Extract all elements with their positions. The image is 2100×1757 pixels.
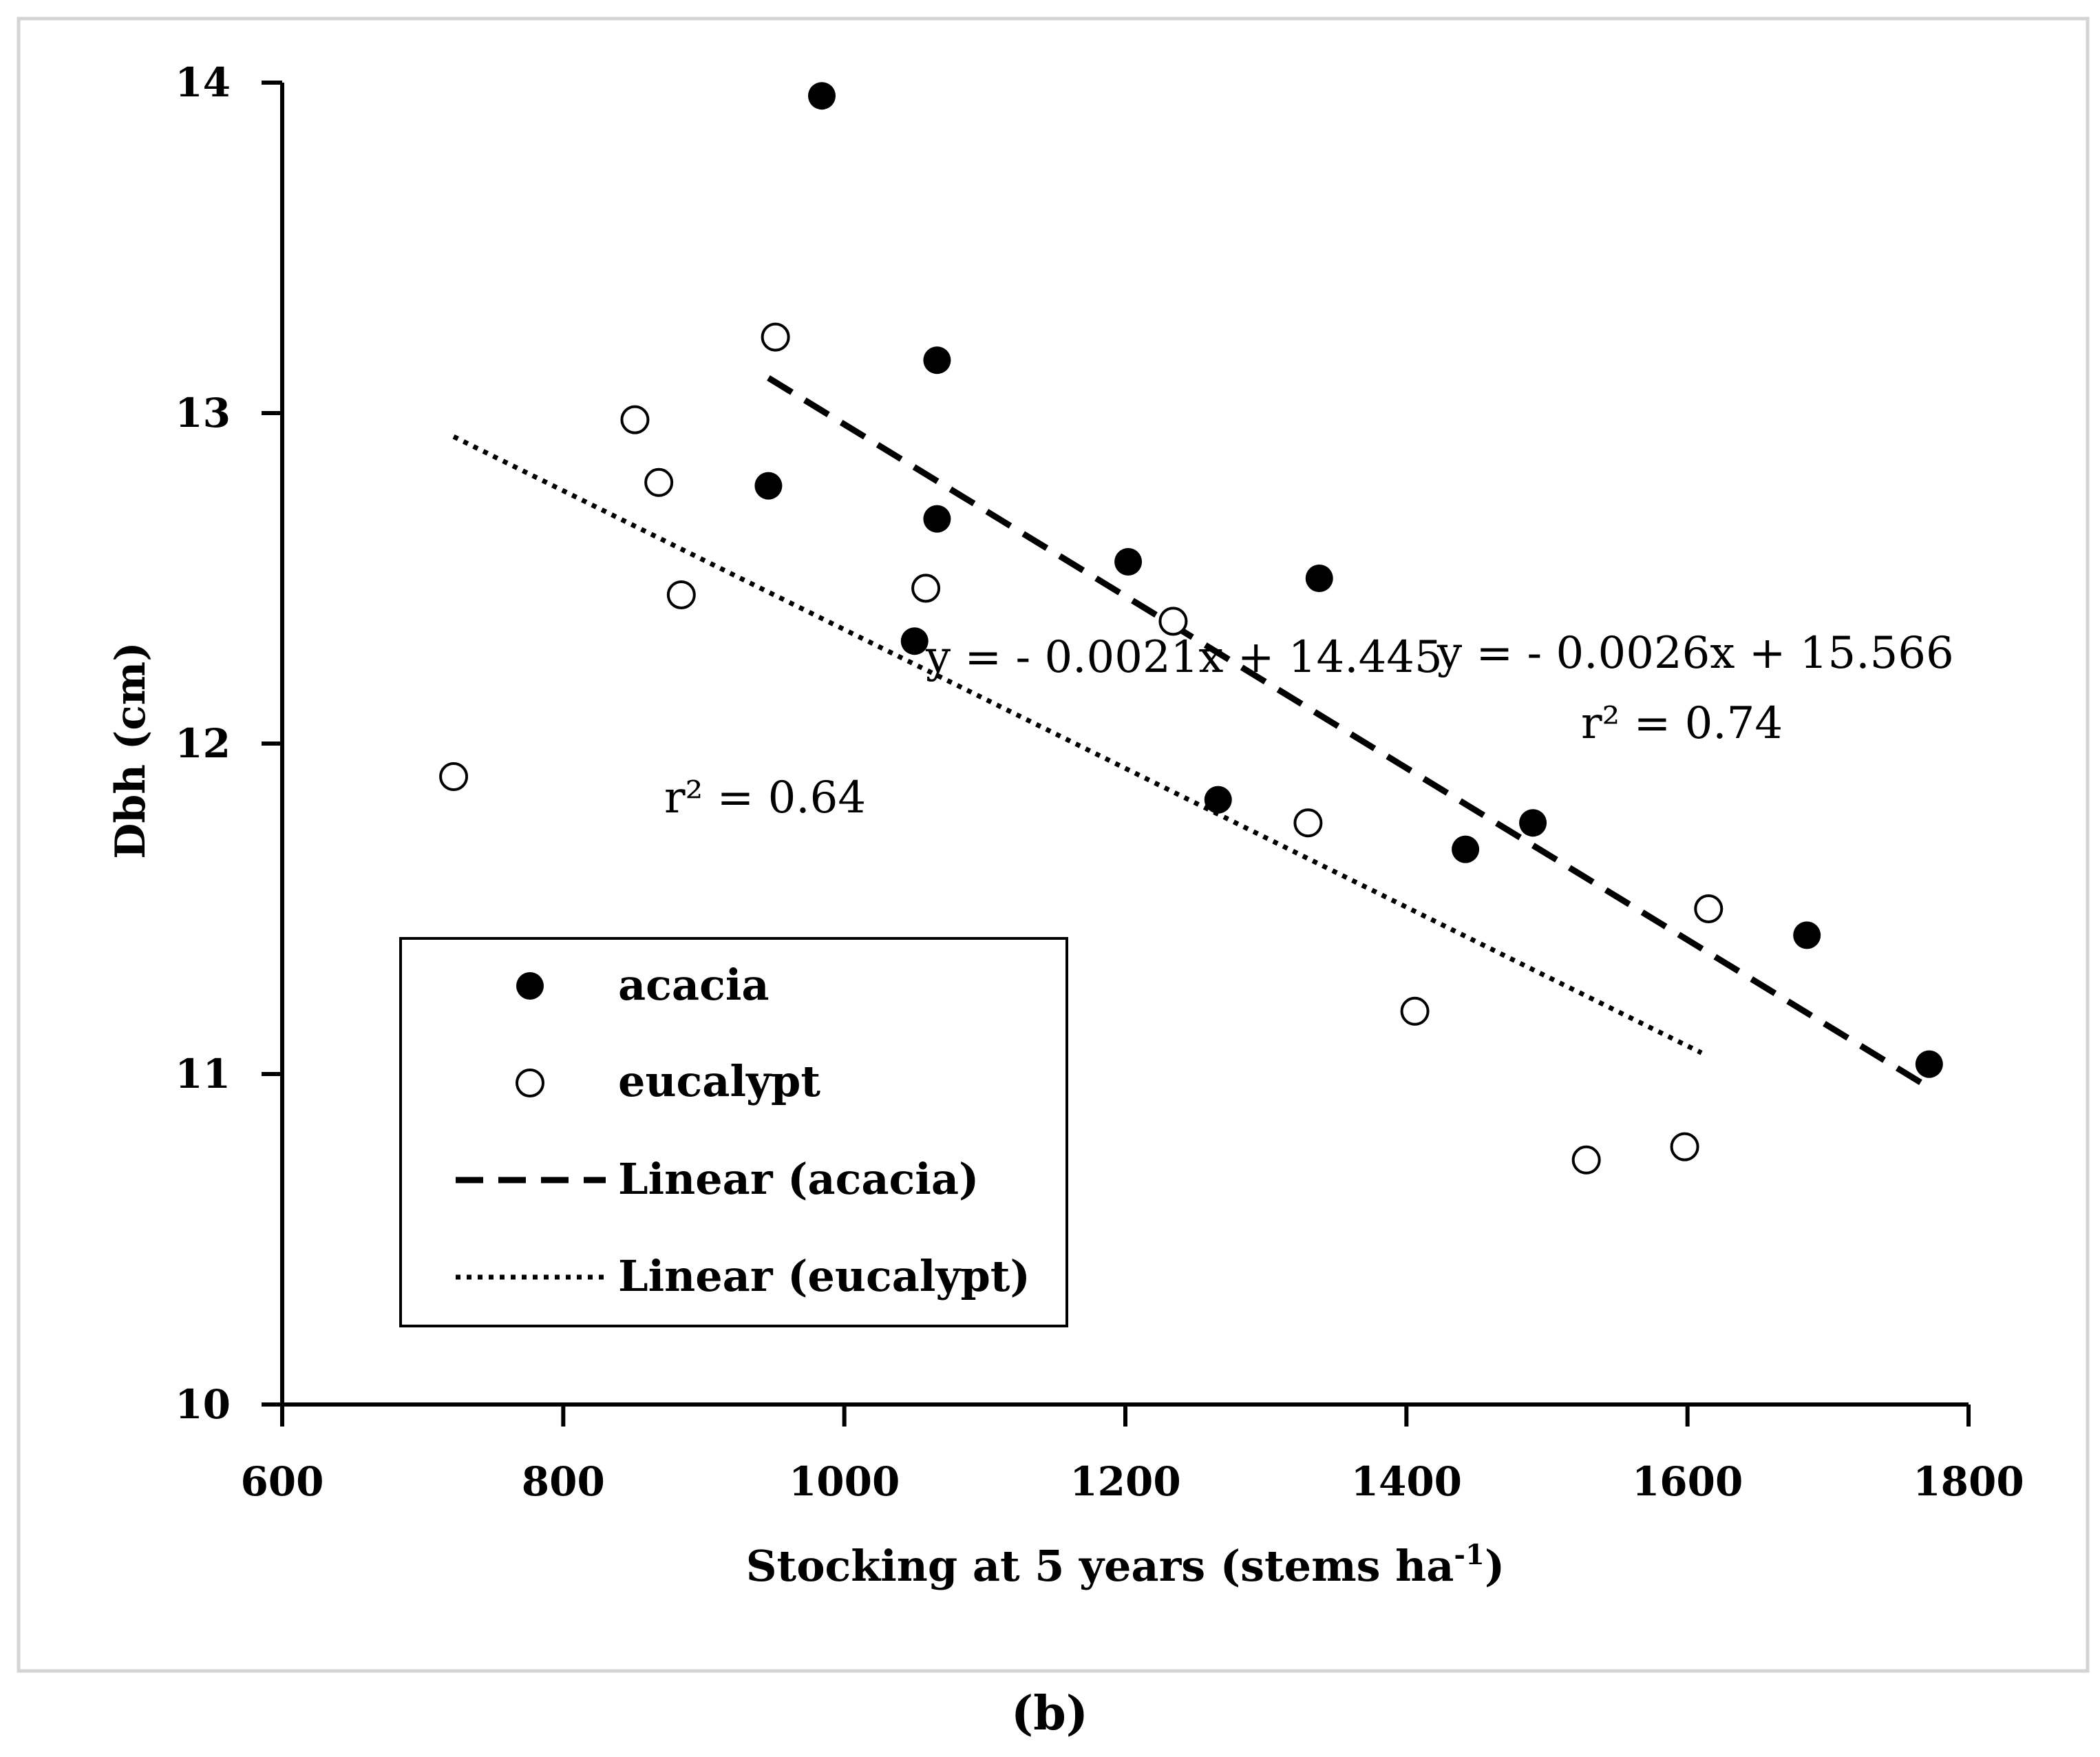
eucalypt-point — [644, 467, 674, 497]
acacia-r2-label: r² = 0.74 — [1581, 698, 1783, 749]
x-axis-title: Stocking at 5 years (stems ha-1) — [746, 1539, 1505, 1591]
acacia-equation-label: y = - 0.0026x + 15.566 — [1436, 628, 1954, 679]
legend-linear-eucalypt-label: Linear (eucalypt) — [618, 1251, 1030, 1301]
x-tick-label: 1200 — [1070, 1458, 1180, 1505]
y-tick-label: 11 — [175, 1051, 231, 1097]
acacia-point — [1793, 921, 1821, 949]
x-axis-title-suffix: ) — [1485, 1541, 1505, 1591]
legend-acacia-label: acacia — [618, 960, 770, 1010]
acacia-point — [1452, 835, 1480, 863]
y-tick-label: 10 — [175, 1381, 231, 1428]
acacia-point — [1114, 548, 1143, 576]
trendlines — [452, 375, 1931, 1091]
x-ticks: 600 800 1000 1200 1400 1600 1800 — [240, 1404, 2024, 1505]
y-axis-title: Dbh (cm) — [107, 642, 155, 859]
y-ticks: 10 11 12 13 14 — [175, 59, 282, 1428]
trendline-eucalypt — [452, 434, 1703, 1055]
eucalypt-equation-label: y = - 0.0021x + 14.445 — [925, 632, 1443, 683]
y-tick-label: 13 — [175, 390, 231, 436]
eucalypt-r2-label: r² = 0.64 — [664, 772, 866, 823]
acacia-point — [1519, 809, 1547, 837]
eucalypt-point — [761, 322, 790, 352]
eucalypt-point — [1670, 1132, 1699, 1161]
eucalypt-point — [666, 580, 696, 609]
legend-acacia-marker — [516, 972, 544, 1000]
x-tick-label: 800 — [522, 1458, 605, 1505]
eucalypt-point — [1571, 1145, 1601, 1175]
x-axis-title-main: Stocking at 5 years (stems ha — [746, 1541, 1454, 1591]
legend-linear-acacia-label: Linear (acacia) — [618, 1154, 979, 1204]
x-axis-title-superscript: -1 — [1454, 1539, 1484, 1571]
acacia-point — [808, 82, 836, 110]
eucalypt-point — [1293, 808, 1323, 838]
eucalypt-point — [439, 762, 469, 791]
acacia-point — [923, 505, 951, 533]
x-tick-label: 1800 — [1913, 1458, 2024, 1505]
acacia-point — [923, 346, 951, 375]
legend-eucalypt-marker — [516, 1069, 544, 1097]
data-points — [439, 82, 1943, 1175]
x-tick-label: 600 — [240, 1458, 324, 1505]
eucalypt-point — [620, 405, 650, 434]
acacia-point — [1305, 565, 1333, 592]
y-tick-label: 12 — [175, 720, 231, 767]
x-tick-label: 1400 — [1351, 1458, 1462, 1505]
legend-eucalypt-label: eucalypt — [618, 1056, 820, 1106]
eucalypt-point — [911, 574, 941, 603]
acacia-point — [1204, 786, 1232, 814]
acacia-point — [754, 472, 783, 500]
eucalypt-point — [1400, 996, 1430, 1026]
eucalypt-point — [1694, 894, 1724, 923]
legend-box — [399, 937, 1068, 1327]
panel-label: (b) — [1011, 1686, 1088, 1741]
y-tick-label: 14 — [175, 59, 231, 106]
chart-border — [17, 17, 2090, 1673]
eucalypt-point — [1158, 607, 1188, 636]
acacia-point — [1915, 1050, 1943, 1078]
x-tick-label: 1000 — [789, 1458, 900, 1505]
trendline-acacia — [767, 375, 1931, 1091]
legend: acacia eucalypt Linear (acacia) Linear (… — [399, 937, 1068, 1327]
x-tick-label: 1600 — [1632, 1458, 1743, 1505]
acacia-point — [900, 627, 929, 655]
